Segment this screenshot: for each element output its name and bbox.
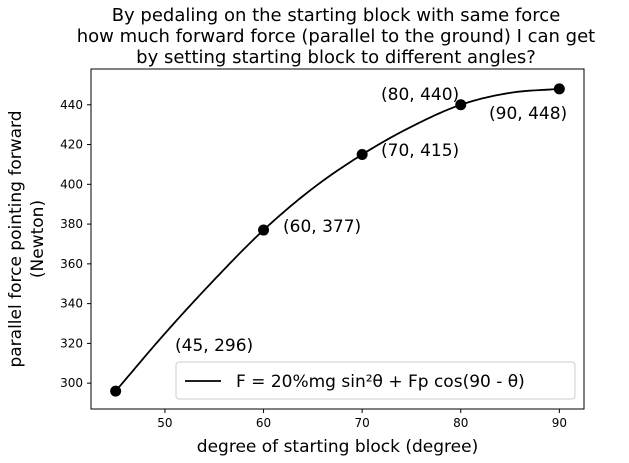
x-tick-label: 50	[157, 416, 172, 430]
plot-area: 50 60 70 80 90 300 320 340 360 380 400 420 440 (45, 2…	[60, 68, 585, 430]
data-point	[356, 148, 368, 160]
data-point-label: (60, 377)	[283, 217, 361, 237]
data-point-label: (45, 296)	[175, 336, 253, 356]
x-tick-label: 90	[552, 416, 567, 430]
data-point	[258, 224, 270, 236]
data-point-label: (70, 415)	[381, 141, 459, 161]
y-tick-label: 400	[60, 177, 83, 191]
data-point	[110, 385, 122, 397]
y-axis-label: parallel force pointing forward (Newton)	[6, 110, 48, 367]
y-tick-label: 300	[60, 376, 83, 390]
y-axis-label-line: parallel force pointing forward	[6, 110, 26, 367]
y-tick-label: 320	[60, 336, 83, 350]
axes-frame	[90, 68, 585, 410]
x-tick-label: 80	[453, 416, 468, 430]
x-axis-label: degree of starting block (degree)	[197, 437, 478, 457]
y-tick-label: 360	[60, 257, 83, 271]
data-point-label: (80, 440)	[381, 85, 459, 105]
chart-title-line: by setting starting block to different a…	[136, 47, 536, 68]
legend-entry-label: F = 20%mg sin²θ + Fp cos(90 - θ)	[236, 372, 525, 392]
y-axis-label-line: (Newton)	[28, 200, 48, 278]
chart-title: By pedaling on the starting block with s…	[77, 5, 595, 68]
series-line	[114, 87, 560, 392]
x-tick-label: 70	[355, 416, 370, 430]
legend: F = 20%mg sin²θ + Fp cos(90 - θ)	[175, 361, 576, 400]
y-tick-label: 340	[60, 297, 83, 311]
chart-title-line: By pedaling on the starting block with s…	[112, 5, 561, 26]
legend-box	[175, 361, 576, 400]
x-tick-label: 60	[256, 416, 271, 430]
data-point	[455, 99, 467, 111]
data-point	[553, 83, 565, 95]
y-tick-label: 380	[60, 217, 83, 231]
chart-title-line: how much forward force (parallel to the …	[77, 26, 595, 47]
y-tick-label: 440	[60, 98, 83, 112]
data-point-label: (90, 448)	[489, 104, 567, 124]
y-tick-label: 420	[60, 138, 83, 152]
